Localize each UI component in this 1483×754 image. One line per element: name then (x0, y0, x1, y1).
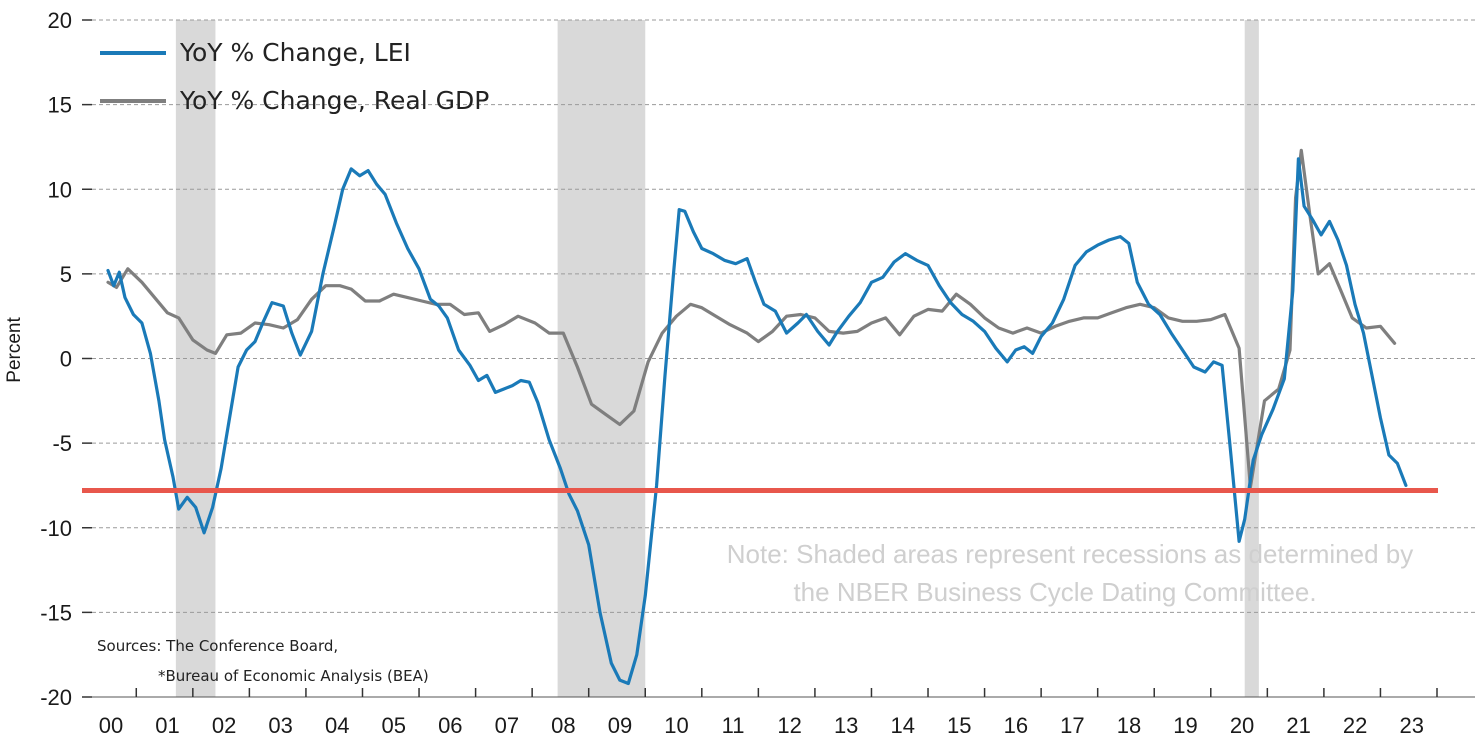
x-tick-label: 09 (608, 713, 632, 738)
y-tick-label: 15 (48, 93, 72, 118)
y-tick-label: -10 (40, 516, 72, 541)
source-line-1: Sources: The Conference Board, (97, 637, 338, 655)
x-tick-label: 10 (664, 713, 688, 738)
y-axis-label: Percent (4, 317, 25, 383)
x-tick-label: 23 (1399, 713, 1423, 738)
x-tick-label: 11 (722, 713, 745, 738)
x-tick-label: 16 (1004, 713, 1028, 738)
source-line-2: *Bureau of Economic Analysis (BEA) (158, 667, 429, 685)
x-tick-label: 06 (438, 713, 462, 738)
y-tick-label: 5 (60, 262, 72, 287)
series-line-real-gdp (106, 148, 1397, 489)
y-tick-label: 10 (48, 177, 72, 202)
x-tick-label: 02 (212, 713, 236, 738)
x-tick-label: 19 (1173, 713, 1197, 738)
note-line-1: Note: Shaded areas represent recessions … (727, 539, 1414, 569)
x-tick-label: 13 (834, 713, 858, 738)
y-tick-label: -5 (52, 431, 72, 456)
y-tick-label: 0 (60, 347, 72, 372)
y-tick-label: -20 (40, 685, 72, 710)
x-tick-label: 21 (1286, 713, 1310, 738)
x-tick-label: 04 (325, 713, 349, 738)
x-tick-label: 01 (155, 713, 179, 738)
x-tick-label: 07 (495, 713, 519, 738)
series-line-lei (106, 157, 1408, 686)
x-tick-label: 17 (1060, 713, 1084, 738)
x-tick-label: 05 (382, 713, 406, 738)
x-tick-label: 20 (1230, 713, 1254, 738)
x-tick-label: 03 (268, 713, 292, 738)
note-line-2: the NBER Business Cycle Dating Committee… (793, 577, 1316, 607)
legend-label-lei: YoY % Change, LEI (179, 38, 411, 67)
recession-band-1 (175, 20, 216, 697)
x-tick-label: 08 (551, 713, 575, 738)
sources: Sources: The Conference Board, *Bureau o… (97, 637, 429, 685)
x-tick-label: 18 (1117, 713, 1141, 738)
y-tick-label: -15 (40, 600, 72, 625)
x-tick-label: 22 (1343, 713, 1367, 738)
legend: YoY % Change, LEI YoY % Change, Real GDP (100, 38, 489, 115)
x-tick-label: 15 (947, 713, 971, 738)
recession-note: Note: Shaded areas represent recessions … (727, 539, 1414, 607)
legend-label-gdp: YoY % Change, Real GDP (179, 86, 489, 115)
x-tick-label: 14 (891, 713, 915, 738)
y-tick-label: 20 (48, 8, 72, 33)
x-tick-label: 12 (777, 713, 801, 738)
x-tick-label: 00 (99, 713, 123, 738)
